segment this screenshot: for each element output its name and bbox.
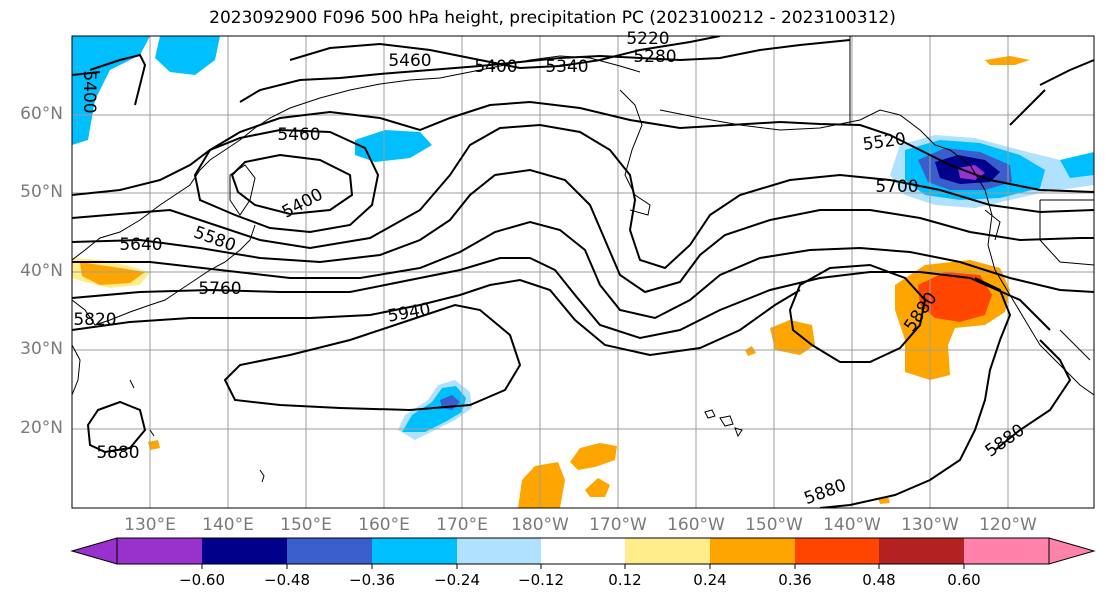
lon-label: 160°E	[358, 515, 410, 535]
lon-label: 170°E	[436, 515, 488, 535]
contour-label: 5280	[633, 47, 676, 67]
colorbar-segment	[879, 538, 964, 564]
contour-label: 5700	[875, 177, 918, 197]
lat-label: 20°N	[20, 418, 63, 438]
positive-precip-shading	[72, 56, 1030, 508]
lat-label: 50°N	[20, 182, 63, 202]
colorbar-tick-label: −0.36	[349, 571, 395, 589]
colorbar-segment	[541, 538, 625, 564]
contour-label: 5820	[73, 310, 116, 330]
colorbar	[70, 537, 1096, 569]
colorbar-tick-label: −0.48	[264, 571, 310, 589]
contour-label: 5340	[545, 57, 588, 77]
colorbar-segment	[202, 538, 287, 564]
lon-label: 140°E	[202, 515, 254, 535]
gridlines	[72, 36, 1094, 508]
lat-label: 60°N	[20, 104, 63, 124]
height-contours	[72, 36, 1094, 508]
colorbar-extend-high	[1048, 537, 1096, 565]
lon-label: 130°W	[901, 515, 959, 535]
colorbar-extend-low	[70, 537, 118, 565]
colorbar-segment	[287, 538, 372, 564]
map-frame	[71, 35, 1095, 509]
contour-label: 5400	[474, 57, 517, 77]
lon-label: 160°W	[667, 515, 725, 535]
lon-label: 140°W	[823, 515, 881, 535]
contour-label: 5460	[277, 125, 320, 145]
map-content	[72, 36, 1094, 508]
contour-label: 5220	[626, 29, 669, 49]
colorbar-tick-label: 0.60	[947, 571, 981, 589]
colorbar-tick-label: −0.60	[179, 571, 225, 589]
contour-label: 5460	[388, 51, 431, 71]
colorbar-segment	[795, 538, 879, 564]
lon-label: 150°E	[280, 515, 332, 535]
colorbar-segment	[372, 538, 457, 564]
colorbar-tick-label: 0.48	[862, 571, 896, 589]
colorbar-segment	[710, 538, 795, 564]
colorbar-tick-label: −0.12	[518, 571, 564, 589]
map-title: 2023092900 F096 500 hPa height, precipit…	[209, 8, 896, 28]
colorbar-segment	[964, 538, 1049, 564]
colorbar-tick-label: 0.36	[778, 571, 812, 589]
contour-label: 5760	[198, 279, 241, 299]
islands	[129, 379, 743, 483]
lat-label: 40°N	[20, 261, 63, 281]
contour-label: 5640	[119, 235, 162, 255]
contour-label: 5880	[96, 443, 139, 463]
colorbar-segment	[625, 538, 710, 564]
colorbar-ticks	[201, 564, 965, 569]
lon-label: 130°E	[124, 515, 176, 535]
colorbar-tick-label: 0.12	[608, 571, 642, 589]
lon-label: 150°W	[745, 515, 803, 535]
colorbar-tick-label: 0.24	[693, 571, 727, 589]
colorbar-tick-label: −0.24	[434, 571, 480, 589]
contour-label: 5400	[79, 70, 99, 113]
colorbar-segment	[117, 538, 202, 564]
colorbar-frame	[116, 537, 1050, 565]
lon-label: 170°W	[589, 515, 647, 535]
lat-label: 30°N	[20, 339, 63, 359]
colorbar-segment	[457, 538, 541, 564]
lon-label: 120°W	[979, 515, 1037, 535]
lon-label: 180°W	[511, 515, 569, 535]
